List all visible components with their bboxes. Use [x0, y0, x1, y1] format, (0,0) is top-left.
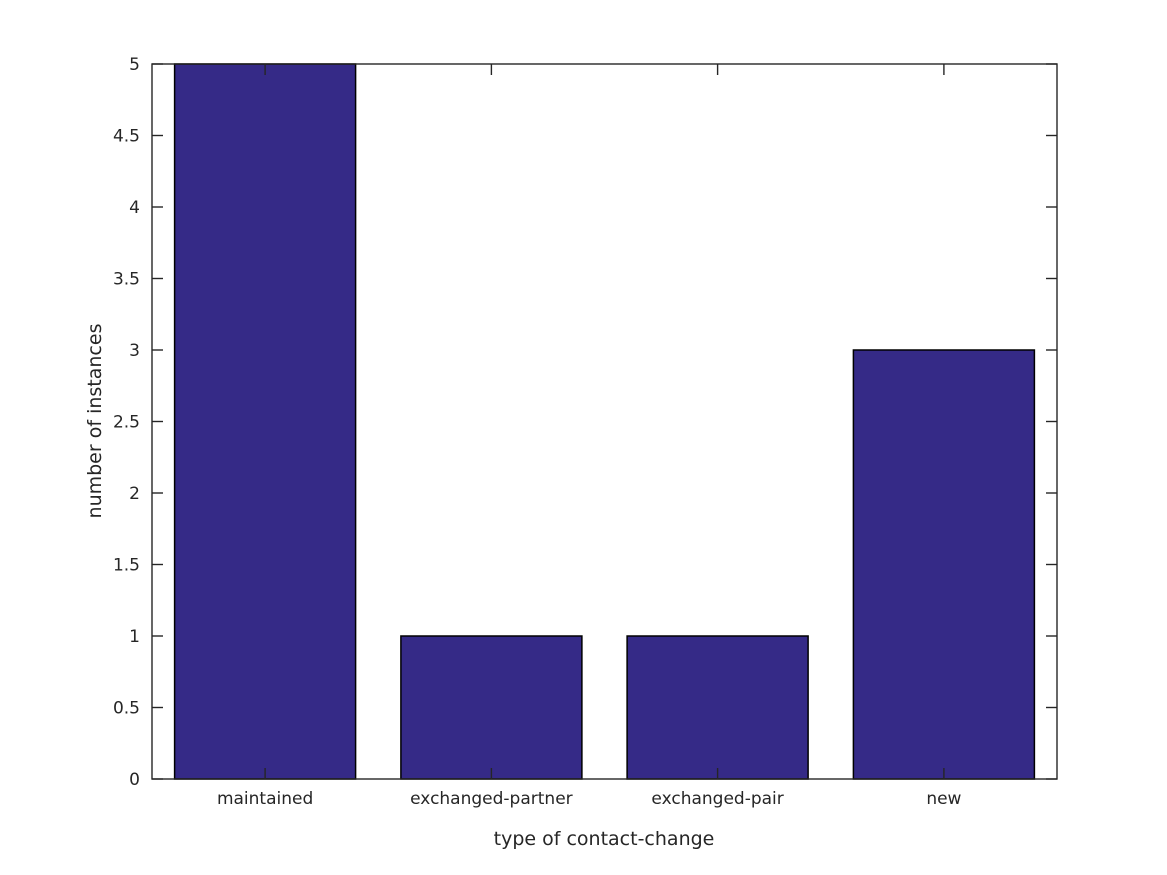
y-tick-label: 0: [129, 770, 140, 790]
bar-maintained: [173, 63, 357, 780]
y-axis-label: number of instances: [84, 324, 106, 519]
bars-layer: [173, 63, 1036, 780]
y-tick-label: 2: [129, 484, 140, 504]
y-tick-label: 5: [129, 55, 140, 75]
y-tick-label: 4.5: [113, 126, 140, 146]
y-tick-label: 3.5: [113, 269, 140, 289]
x-axis-label: type of contact-change: [494, 828, 715, 850]
y-tick-label: 1.5: [113, 555, 140, 575]
y-tick-label: 0.5: [113, 698, 140, 718]
tick-labels-layer: 0 0.5 1 1.5 2 2.5 3 3.5 4 4.5 5 maintained exchanged…: [113, 55, 962, 809]
ticks-layer: [152, 63, 1057, 780]
x-tick-label: exchanged-pair: [651, 789, 783, 809]
y-tick-label: 1: [129, 627, 140, 647]
bar-exchanged-partner: [400, 635, 583, 780]
y-tick-label: 2.5: [113, 412, 140, 432]
x-tick-label: maintained: [217, 789, 313, 809]
y-tick-label: 3: [129, 341, 140, 361]
y-tick-label: 4: [129, 198, 140, 218]
bar-exchanged-pair: [626, 635, 809, 780]
x-tick-label: new: [926, 789, 961, 809]
x-tick-label: exchanged-partner: [410, 789, 573, 809]
bar-new: [852, 349, 1036, 780]
